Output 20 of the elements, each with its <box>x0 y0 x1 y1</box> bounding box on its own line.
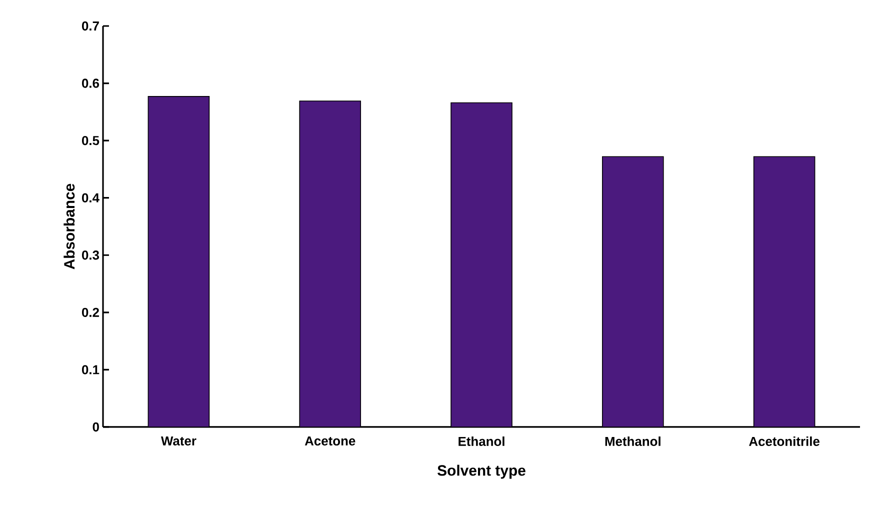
bar <box>450 102 512 427</box>
y-tick-label: 0.4 <box>82 193 100 202</box>
y-tick-label: 0.7 <box>82 21 99 31</box>
x-tick-label: Methanol <box>605 436 660 446</box>
bar <box>602 156 664 427</box>
bar <box>299 100 362 427</box>
x-axis-title: Solvent type <box>438 464 526 479</box>
x-tick-label: Acetonitrile <box>749 436 820 446</box>
y-tick-label: 0.3 <box>82 250 100 260</box>
y-tick-label: 0 <box>92 422 99 432</box>
y-tick-label: 0.1 <box>82 365 100 374</box>
x-tick-label: Water <box>160 436 196 446</box>
x-tick-label: Ethanol <box>458 436 504 446</box>
bar <box>753 156 816 427</box>
x-tick-label: Acetone <box>304 436 356 446</box>
y-tick-label: 0.6 <box>82 78 100 88</box>
y-tick-label: 0.2 <box>82 308 99 317</box>
y-tick-label: 0.5 <box>82 136 100 146</box>
y-axis-title: Absorbance <box>64 184 75 270</box>
bar <box>148 96 210 427</box>
